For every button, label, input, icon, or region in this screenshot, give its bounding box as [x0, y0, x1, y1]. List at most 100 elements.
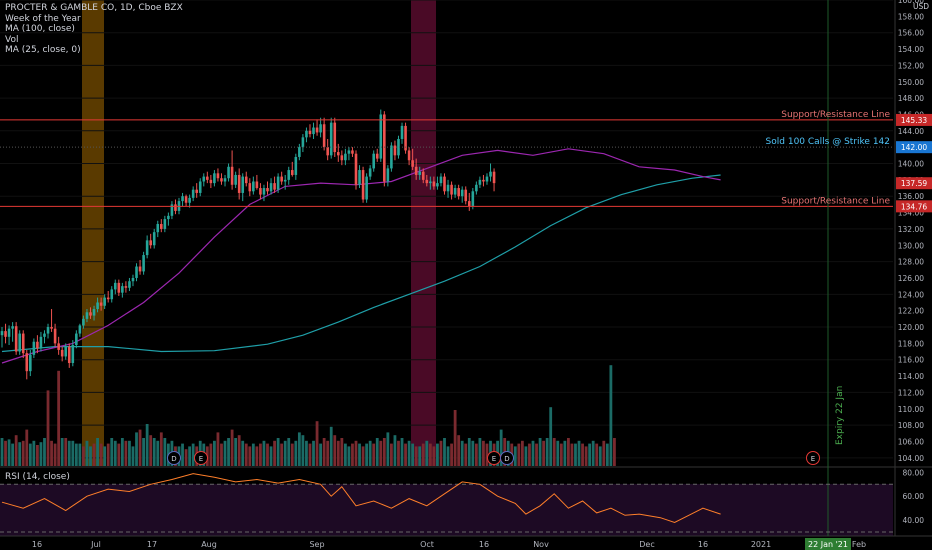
candle-body — [78, 325, 82, 334]
volume-bar — [425, 440, 429, 466]
candle-body — [57, 343, 60, 350]
volume-bar — [305, 440, 308, 466]
study-volume[interactable]: Vol — [5, 34, 19, 45]
candle-body — [14, 326, 18, 352]
candle-body — [404, 125, 407, 151]
candle-body — [464, 189, 468, 202]
candle-body — [262, 188, 266, 195]
volume-bar — [50, 440, 53, 466]
volume-bar — [96, 438, 99, 466]
volume-bar — [528, 443, 531, 466]
time-tick-label: 2021 — [751, 540, 771, 549]
volume-bar — [365, 443, 369, 466]
candle-body — [131, 277, 135, 282]
volume-bar — [538, 438, 542, 466]
expiry-label: Expiry 22 Jan — [835, 386, 845, 445]
price-tick-label: 110.00 — [898, 405, 924, 414]
candle-body — [184, 196, 188, 203]
candle-body — [397, 138, 400, 156]
candle-body — [75, 333, 78, 346]
rsi-tick-label: 80.00 — [903, 468, 925, 477]
study-ma100[interactable]: MA (100, close) — [5, 24, 75, 34]
volume-bar — [570, 443, 574, 466]
candle-body — [446, 184, 450, 192]
event-marker-e[interactable]: E — [194, 451, 208, 465]
candle-body — [216, 173, 220, 179]
event-marker-e[interactable]: E — [487, 451, 501, 465]
volume-bar — [397, 440, 400, 466]
volume-bar — [567, 438, 570, 466]
volume-bar — [471, 440, 475, 466]
volume-bar — [145, 424, 149, 466]
volume-bar — [67, 440, 71, 466]
candle-body — [329, 122, 333, 156]
volume-bar — [213, 440, 216, 466]
study-week-of-year[interactable]: Week of the Year — [5, 13, 81, 24]
price-tick-label: 108.00 — [898, 421, 924, 430]
volume-bar — [14, 435, 18, 466]
volume-bar — [234, 438, 238, 466]
volume-bar — [584, 446, 588, 466]
price-badge-upper: 145.33 — [901, 116, 927, 125]
volume-bar — [280, 443, 284, 466]
candle-body — [358, 170, 361, 185]
price-tick-label: 134.00 — [898, 209, 924, 218]
study-ma25[interactable]: MA (25, close, 0) — [5, 45, 81, 55]
candle-body — [489, 171, 492, 177]
price-tick-label: 158.00 — [898, 12, 924, 21]
volume-bar — [368, 440, 372, 466]
volume-bar — [322, 438, 326, 466]
volume-bar — [407, 440, 411, 466]
volume-bar — [421, 443, 425, 466]
volume-bar — [273, 440, 276, 466]
price-badge-strike: 142.00 — [901, 143, 927, 152]
candle-body — [202, 176, 206, 182]
candle-body — [71, 345, 75, 363]
price-tick-label: 140.00 — [898, 160, 924, 169]
volume-bar — [36, 445, 39, 466]
candle-body — [252, 181, 255, 192]
event-marker-e[interactable]: E — [806, 451, 820, 465]
volume-bar — [453, 410, 457, 466]
candle-body — [163, 219, 167, 229]
volume-bar — [142, 438, 145, 466]
price-tick-label: 120.00 — [898, 323, 924, 332]
candle-body — [390, 145, 393, 169]
event-marker-circle — [167, 451, 181, 465]
rsi-line — [1, 473, 721, 524]
volume-bar — [149, 435, 153, 466]
candle-body — [475, 184, 478, 192]
volume-bar — [351, 443, 354, 466]
price-tick-label: 156.00 — [898, 29, 924, 38]
candle-body — [92, 309, 96, 316]
candle-body — [400, 125, 404, 139]
volume-bar — [266, 443, 269, 466]
ma100-line — [1, 174, 721, 353]
time-tick-label: Jul — [90, 540, 101, 549]
volume-bar — [117, 443, 121, 466]
candle-body — [361, 170, 365, 200]
volume-bar — [443, 438, 446, 466]
price-tick-label: 152.00 — [898, 61, 924, 70]
candle-body — [46, 327, 50, 334]
volume-bar — [251, 443, 255, 466]
volume-bar — [290, 443, 294, 466]
volume-bar — [135, 432, 138, 466]
candle-body — [485, 176, 489, 182]
candle-body — [223, 178, 227, 182]
candle-body — [145, 240, 149, 256]
symbol-title[interactable]: PROCTER & GAMBLE CO, 1D, Cboe BZX — [5, 3, 183, 13]
volume-bar — [262, 440, 266, 466]
volume-bar — [110, 438, 114, 466]
volume-bar — [499, 429, 503, 466]
volume-bar — [92, 443, 96, 466]
volume-bar — [227, 438, 230, 466]
event-marker-d[interactable]: D — [167, 451, 181, 465]
price-badge-lower: 134.76 — [901, 202, 927, 211]
price-tick-label: 150.00 — [898, 78, 924, 87]
candle-body — [234, 174, 237, 185]
event-marker-d[interactable]: D — [500, 451, 514, 465]
candle-body — [7, 328, 11, 337]
volume-bar — [340, 438, 344, 466]
